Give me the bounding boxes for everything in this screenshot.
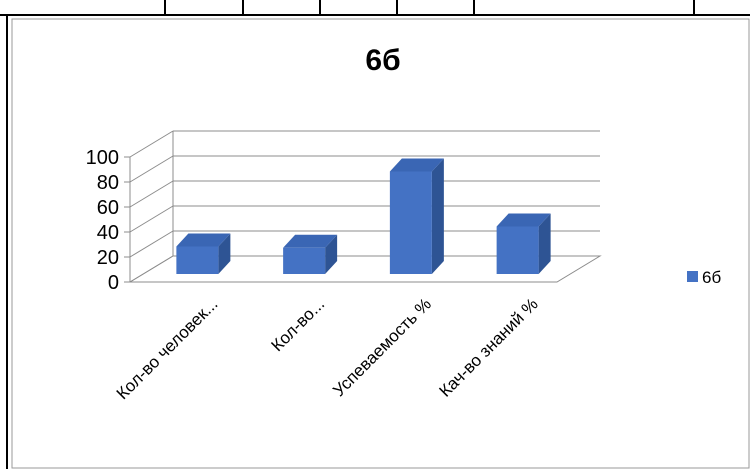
x-tick-label: Кол-во человек... [113, 294, 222, 403]
bar [496, 213, 551, 274]
bar [283, 234, 338, 274]
y-tick-label: 100 [86, 147, 119, 169]
bar [176, 233, 231, 274]
side-gridline [129, 180, 174, 208]
bar-side [431, 158, 444, 274]
plot-area [124, 130, 602, 283]
y-tick-label: 60 [97, 197, 119, 219]
bar-side [325, 234, 338, 274]
side-gridline [129, 230, 174, 258]
side-gridline [129, 155, 174, 183]
bar-front [283, 247, 326, 274]
y-tick-label: 80 [97, 172, 119, 194]
x-tick-label: Успеваемость % [329, 294, 435, 400]
side-gridline [129, 130, 174, 158]
legend: 6б [687, 268, 721, 287]
legend-swatch [687, 271, 698, 282]
bar-top [389, 158, 444, 172]
legend-label: 6б [702, 268, 721, 287]
bar-top [176, 233, 231, 247]
y-tick-label: 40 [97, 222, 119, 244]
bars [176, 158, 551, 274]
x-tick-label: Кол-во... [267, 294, 328, 355]
side-gridline [129, 255, 174, 283]
side-gridline [129, 205, 174, 233]
chart-border [11, 18, 750, 469]
x-axis-labels: Кол-во человек... Кол-во... Успеваемость %… [113, 294, 542, 403]
bar-front [176, 246, 219, 274]
bar-top [283, 234, 338, 248]
chart-title: 6б [365, 44, 400, 77]
y-tick-label: 0 [108, 272, 119, 294]
bar-top [496, 213, 551, 227]
bar [389, 158, 444, 274]
x-tick-label: Кач-во знаний % [435, 294, 541, 400]
y-tick-label: 20 [97, 247, 119, 269]
y-axis-ticks: 0 20 40 60 80 100 [86, 147, 119, 294]
bar-front [389, 171, 432, 274]
bar-front [496, 226, 539, 274]
bar-side [218, 233, 231, 274]
bar-side [538, 213, 551, 274]
